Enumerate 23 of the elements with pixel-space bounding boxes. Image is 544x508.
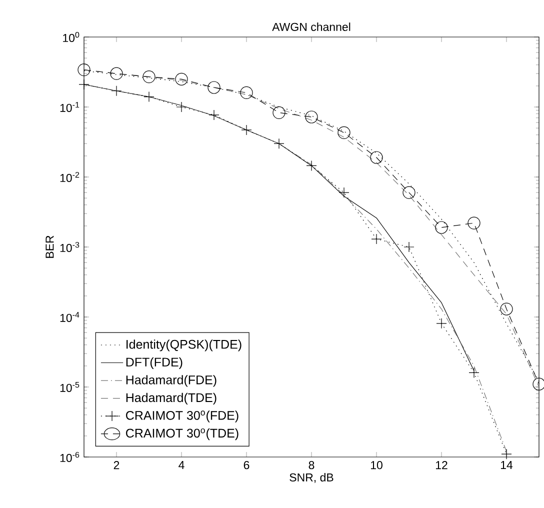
y-tick-label: 10$^{-1}$ [60,102,80,112]
y-tick-label: 10$^{-6}$ [60,452,80,462]
x-tick-label: 14 [500,461,513,469]
x-tick-label: 4 [178,461,184,469]
legend-label: Hadamard(TDE) [126,392,216,405]
y-tick-label: 10$^{-4}$ [60,312,80,322]
y-tick-label: 10$^{-2}$ [60,172,80,182]
y-tick-label: 10$^{0}$ [63,32,80,42]
y-tick-label: 10$^{-5}$ [60,382,80,392]
legend-label: CRAIMOT 30$^{o}$(TDE) [126,428,238,440]
legend-label: Hadamard(FDE) [126,375,216,387]
x-tick-label: 6 [244,461,250,470]
x-tick-label: 12 [436,461,448,470]
x-tick-label: 2 [114,461,120,470]
x-tick-label: 8 [308,461,314,470]
legend-label: DFT(FDE) [126,357,182,370]
y-tick-label: 10$^{-3}$ [60,242,80,252]
y-axis-title: BER [46,236,54,258]
legend-label: CRAIMOT 30$^{o}$(FDE) [126,410,238,422]
chart-title: AWGN channel [272,22,350,31]
x-axis-title: SNR, dB [290,473,334,483]
legend-label: Identity(QPSK)(TDE) [126,340,242,352]
x-tick-label: 10 [370,461,382,470]
